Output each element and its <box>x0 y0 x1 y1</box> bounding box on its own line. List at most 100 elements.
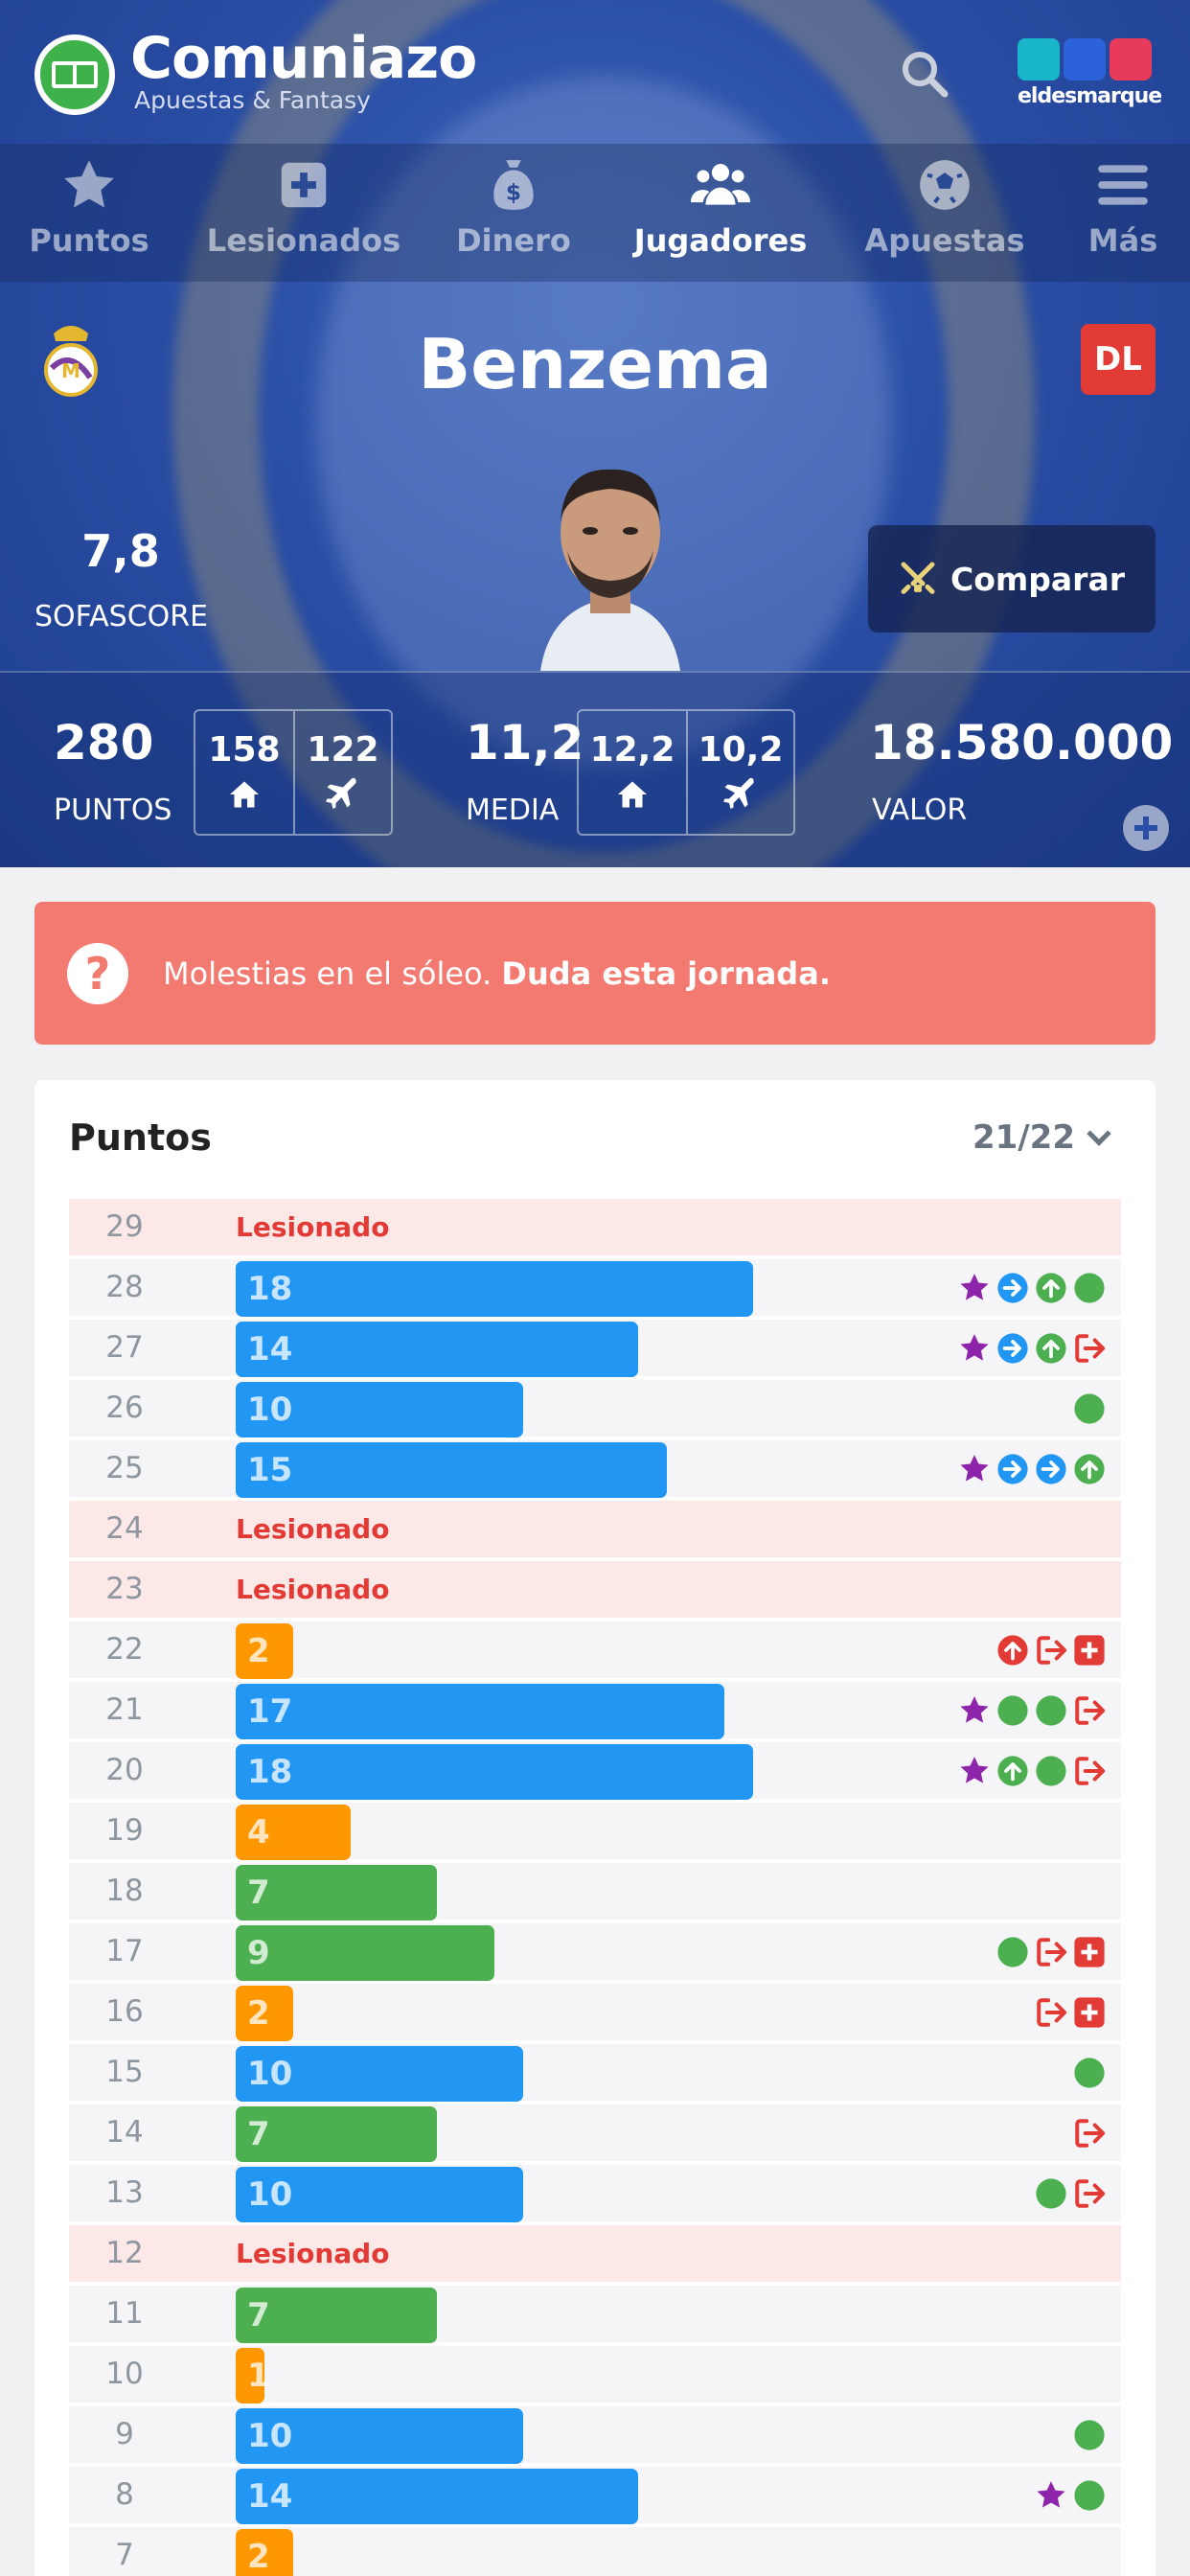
round-number: 18 <box>105 1874 144 1908</box>
compare-button[interactable]: Comparar <box>868 525 1156 632</box>
points-row[interactable]: 27 14 <box>69 1320 1121 1377</box>
points-row[interactable]: 12 Lesionado <box>69 2225 1121 2282</box>
injury-plus-icon <box>1074 1635 1105 1666</box>
points-bar: 4 <box>236 1805 351 1860</box>
points-row[interactable]: 22 2 <box>69 1622 1121 1679</box>
nav-label: Más <box>1087 222 1158 259</box>
points-row[interactable]: 10 1 <box>69 2346 1121 2404</box>
points-row[interactable]: 29 Lesionado <box>69 1199 1121 1255</box>
star-icon <box>64 160 114 208</box>
expand-plus-icon[interactable] <box>1123 805 1169 851</box>
points-row[interactable]: 13 10 <box>69 2165 1121 2222</box>
player-header: M Benzema DL 7,8 SOFASCORE Comparar <box>0 282 1190 671</box>
points-bar: 14 <box>236 1322 638 1377</box>
points-list: 29 Lesionado 28 18 27 14 26 10 25 15 24 Lesionado 23… <box>69 1199 1121 2576</box>
arrow-right-circle-icon <box>1036 1454 1066 1484</box>
soccer-ball-icon <box>920 160 970 210</box>
plane-icon <box>326 777 356 809</box>
event-icons <box>958 1453 1106 1485</box>
round-number: 12 <box>105 2236 144 2270</box>
search-icon[interactable] <box>899 48 950 100</box>
brand-title[interactable]: Comuniazo <box>130 25 477 92</box>
average-away: 10,2 <box>686 711 793 834</box>
top-bar: Comuniazo Apuestas & Fantasy eldesmarque <box>0 0 1190 144</box>
points-row[interactable]: 19 4 <box>69 1803 1121 1860</box>
comuniazo-logo-icon[interactable] <box>34 34 115 115</box>
round-number: 17 <box>105 1934 144 1968</box>
nav-label: Apuestas <box>864 222 1025 259</box>
injured-label: Lesionado <box>236 1211 390 1243</box>
round-number: 9 <box>115 2417 134 2451</box>
event-icons <box>958 1332 1106 1365</box>
points-row[interactable]: 26 10 <box>69 1380 1121 1438</box>
green-dot-icon <box>1036 1756 1066 1786</box>
round-number: 13 <box>105 2175 144 2210</box>
round-number: 28 <box>105 1270 144 1304</box>
nav-puntos[interactable]: Puntos <box>17 155 161 259</box>
money-bag-icon: $ <box>493 160 534 210</box>
arrow-up-circle-icon <box>1036 1273 1066 1303</box>
points-bar: 2 <box>236 1623 293 1679</box>
nav-apuestas[interactable]: Apuestas <box>862 155 1027 259</box>
nav-label: Puntos <box>29 222 149 259</box>
round-number: 7 <box>115 2538 134 2572</box>
event-icons <box>1035 2177 1106 2210</box>
real-madrid-badge-icon[interactable]: M <box>40 320 102 399</box>
event-icons <box>1073 2117 1106 2150</box>
player-hero: Comuniazo Apuestas & Fantasy eldesmarque… <box>0 0 1190 867</box>
star-icon <box>960 1274 989 1300</box>
points-row[interactable]: 14 7 <box>69 2104 1121 2162</box>
nav-mas[interactable]: Más <box>1077 155 1169 259</box>
market-value: 18.580.000 <box>870 715 1174 770</box>
points-bar: 10 <box>236 1382 523 1438</box>
substitution-out-icon <box>1075 2119 1106 2148</box>
points-bar: 10 <box>236 2408 523 2464</box>
substitution-out-icon <box>1037 1938 1067 1966</box>
nav-jugadores[interactable]: Jugadores <box>625 155 816 259</box>
round-number: 8 <box>115 2477 134 2512</box>
season-selector[interactable]: 21/22 <box>972 1118 1111 1157</box>
points-row[interactable]: 28 18 <box>69 1259 1121 1317</box>
total-points: 280 <box>54 715 154 770</box>
points-bar: 7 <box>236 2106 437 2162</box>
season-label: 21/22 <box>972 1118 1075 1157</box>
points-bar: 15 <box>236 1442 667 1498</box>
eldesmarque-logo[interactable]: eldesmarque <box>1018 38 1162 109</box>
points-row[interactable]: 11 7 <box>69 2286 1121 2343</box>
main-nav: Puntos Lesionados $ Dinero Jugadores Apu… <box>0 144 1190 282</box>
points-row[interactable]: 20 18 <box>69 1742 1121 1800</box>
substitution-out-icon <box>1037 1998 1067 2027</box>
green-dot-icon <box>1074 1393 1105 1424</box>
green-dot-icon <box>1074 2480 1105 2511</box>
points-row[interactable]: 8 14 <box>69 2467 1121 2524</box>
injury-plus-icon <box>1074 1937 1105 1967</box>
points-row[interactable]: 23 Lesionado <box>69 1561 1121 1618</box>
event-icons <box>1073 2419 1106 2451</box>
compare-label: Comparar <box>950 560 1125 598</box>
event-icons <box>958 1694 1106 1727</box>
points-row[interactable]: 18 7 <box>69 1863 1121 1920</box>
star-icon <box>960 1334 989 1361</box>
points-row[interactable]: 9 10 <box>69 2406 1121 2464</box>
points-row[interactable]: 21 17 <box>69 1682 1121 1739</box>
event-icons <box>996 1634 1106 1667</box>
points-row[interactable]: 16 2 <box>69 1984 1121 2041</box>
points-bar: 10 <box>236 2167 523 2222</box>
plane-icon <box>723 777 754 809</box>
partner-label: eldesmarque <box>1018 84 1162 108</box>
users-icon <box>691 164 750 205</box>
round-number: 19 <box>105 1813 144 1848</box>
round-number: 29 <box>105 1209 144 1244</box>
sofascore-value: 7,8 <box>81 525 160 577</box>
points-row[interactable]: 25 15 <box>69 1440 1121 1498</box>
nav-lesionados[interactable]: Lesionados <box>203 155 404 259</box>
points-row[interactable]: 24 Lesionado <box>69 1501 1121 1557</box>
points-row[interactable]: 15 10 <box>69 2044 1121 2102</box>
nav-dinero[interactable]: $ Dinero <box>446 155 581 259</box>
average-home: 12,2 <box>579 711 686 834</box>
green-dot-icon <box>997 1695 1028 1726</box>
arrow-up-circle-icon <box>997 1635 1028 1666</box>
points-row[interactable]: 17 9 <box>69 1923 1121 1981</box>
points-card-title: Puntos <box>69 1116 212 1159</box>
